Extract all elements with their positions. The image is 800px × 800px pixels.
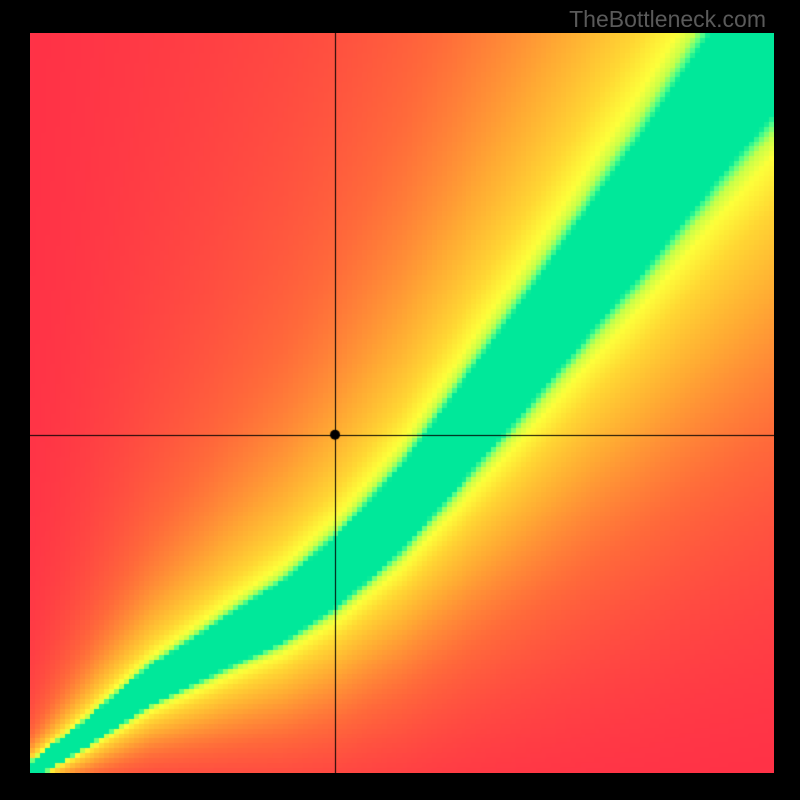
watermark-text: TheBottleneck.com	[569, 6, 766, 33]
bottleneck-heatmap	[30, 33, 774, 773]
chart-container: TheBottleneck.com	[0, 0, 800, 800]
